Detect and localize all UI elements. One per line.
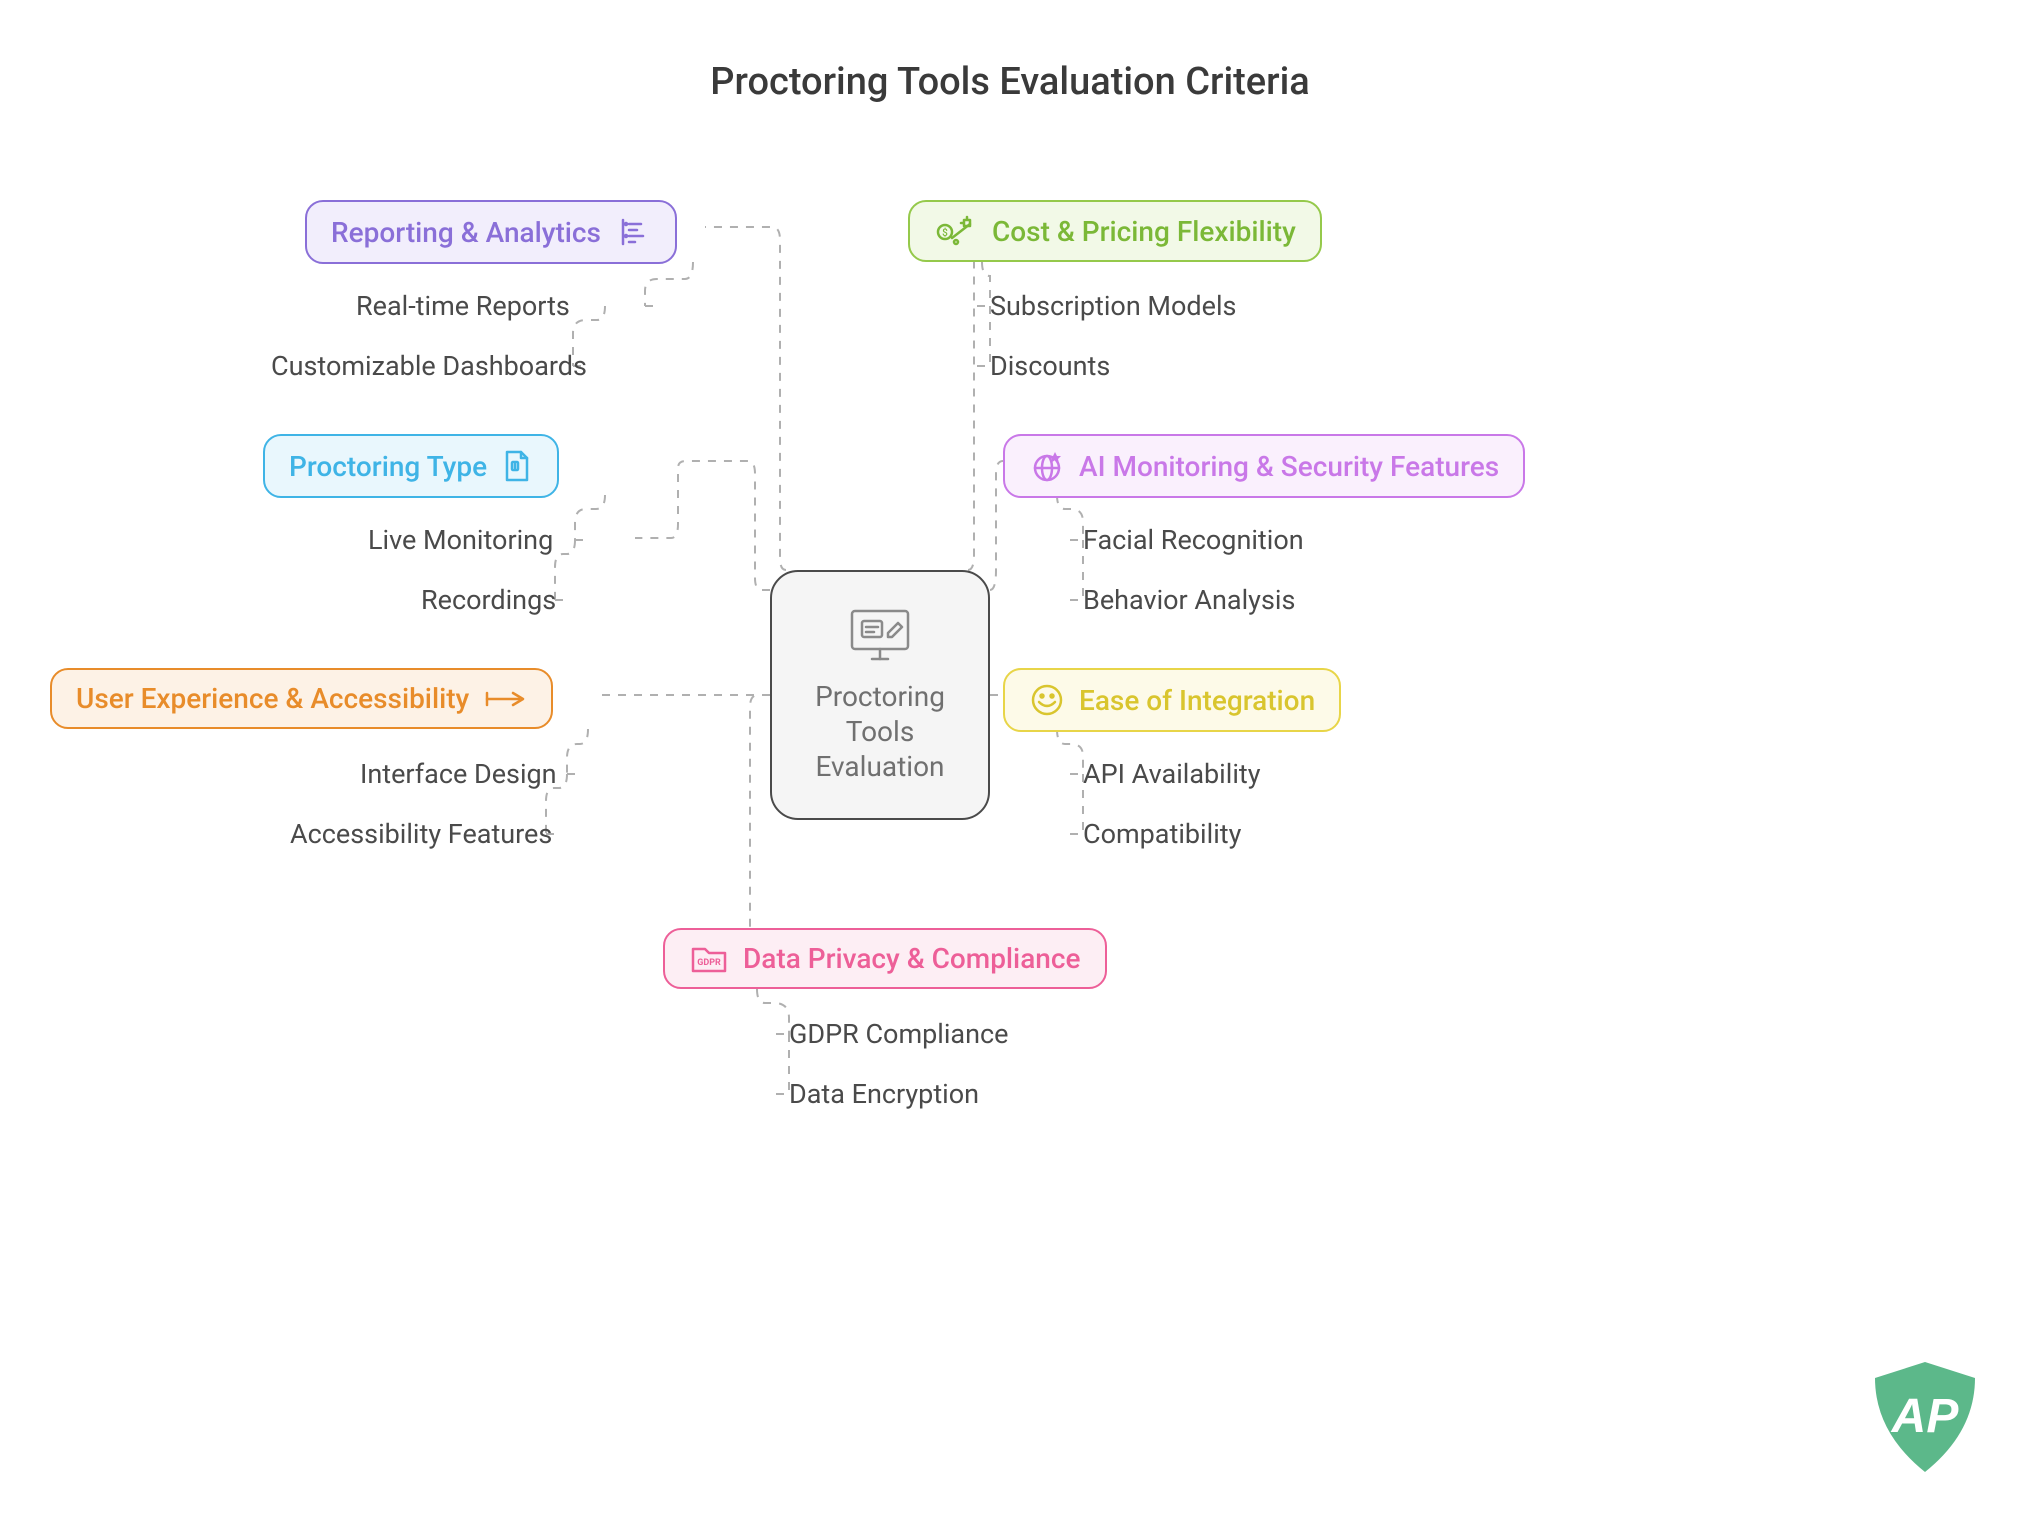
category-reporting: Reporting & Analytics	[305, 200, 677, 264]
page-title: Proctoring Tools Evaluation Criteria	[710, 60, 1310, 104]
category-cost: $ Cost & Pricing Flexibility	[908, 200, 1322, 262]
doc-icon	[501, 448, 533, 484]
category-label: AI Monitoring & Security Features	[1079, 450, 1499, 483]
category-label: Reporting & Analytics	[331, 216, 601, 249]
gdpr-icon: GDPR	[689, 943, 729, 975]
svg-text:AP: AP	[1891, 1390, 1960, 1443]
category-label: Cost & Pricing Flexibility	[992, 215, 1296, 248]
category-label: User Experience & Accessibility	[76, 682, 469, 715]
arrow-icon	[483, 687, 527, 711]
category-privacy: GDPR Data Privacy & Compliance	[663, 928, 1107, 989]
cost-icon: $	[934, 214, 978, 248]
sub-item: Facial Recognition	[1083, 524, 1304, 556]
sub-item: Live Monitoring	[368, 524, 553, 556]
sub-item: Real-time Reports	[356, 290, 570, 322]
report-icon	[615, 214, 651, 250]
category-label: Ease of Integration	[1079, 684, 1315, 717]
category-proctoring-type: Proctoring Type	[263, 434, 559, 498]
brand-logo: AP	[1860, 1352, 1990, 1486]
monitor-edit-icon	[848, 607, 912, 665]
sub-item: Accessibility Features	[290, 818, 552, 850]
svg-text:$: $	[942, 226, 948, 239]
sub-item: Discounts	[990, 350, 1110, 382]
category-ux: User Experience & Accessibility	[50, 668, 553, 729]
category-label: Proctoring Type	[289, 450, 487, 483]
sub-item: Subscription Models	[990, 290, 1236, 322]
sub-item: Compatibility	[1083, 818, 1241, 850]
sub-item: Customizable Dashboards	[271, 350, 587, 382]
svg-text:GDPR: GDPR	[697, 958, 721, 968]
sub-item: GDPR Compliance	[789, 1018, 1008, 1050]
sub-item: Interface Design	[360, 758, 557, 790]
center-node: Proctoring Tools Evaluation	[770, 570, 990, 820]
smile-icon	[1029, 682, 1065, 718]
center-label: Proctoring Tools Evaluation	[772, 679, 988, 784]
category-integration: Ease of Integration	[1003, 668, 1341, 732]
sub-item: Behavior Analysis	[1083, 584, 1295, 616]
sub-item: Recordings	[421, 584, 556, 616]
category-label: Data Privacy & Compliance	[743, 942, 1081, 975]
sub-item: Data Encryption	[789, 1078, 979, 1110]
globe-icon	[1029, 448, 1065, 484]
category-ai: AI Monitoring & Security Features	[1003, 434, 1525, 498]
sub-item: API Availability	[1083, 758, 1261, 790]
